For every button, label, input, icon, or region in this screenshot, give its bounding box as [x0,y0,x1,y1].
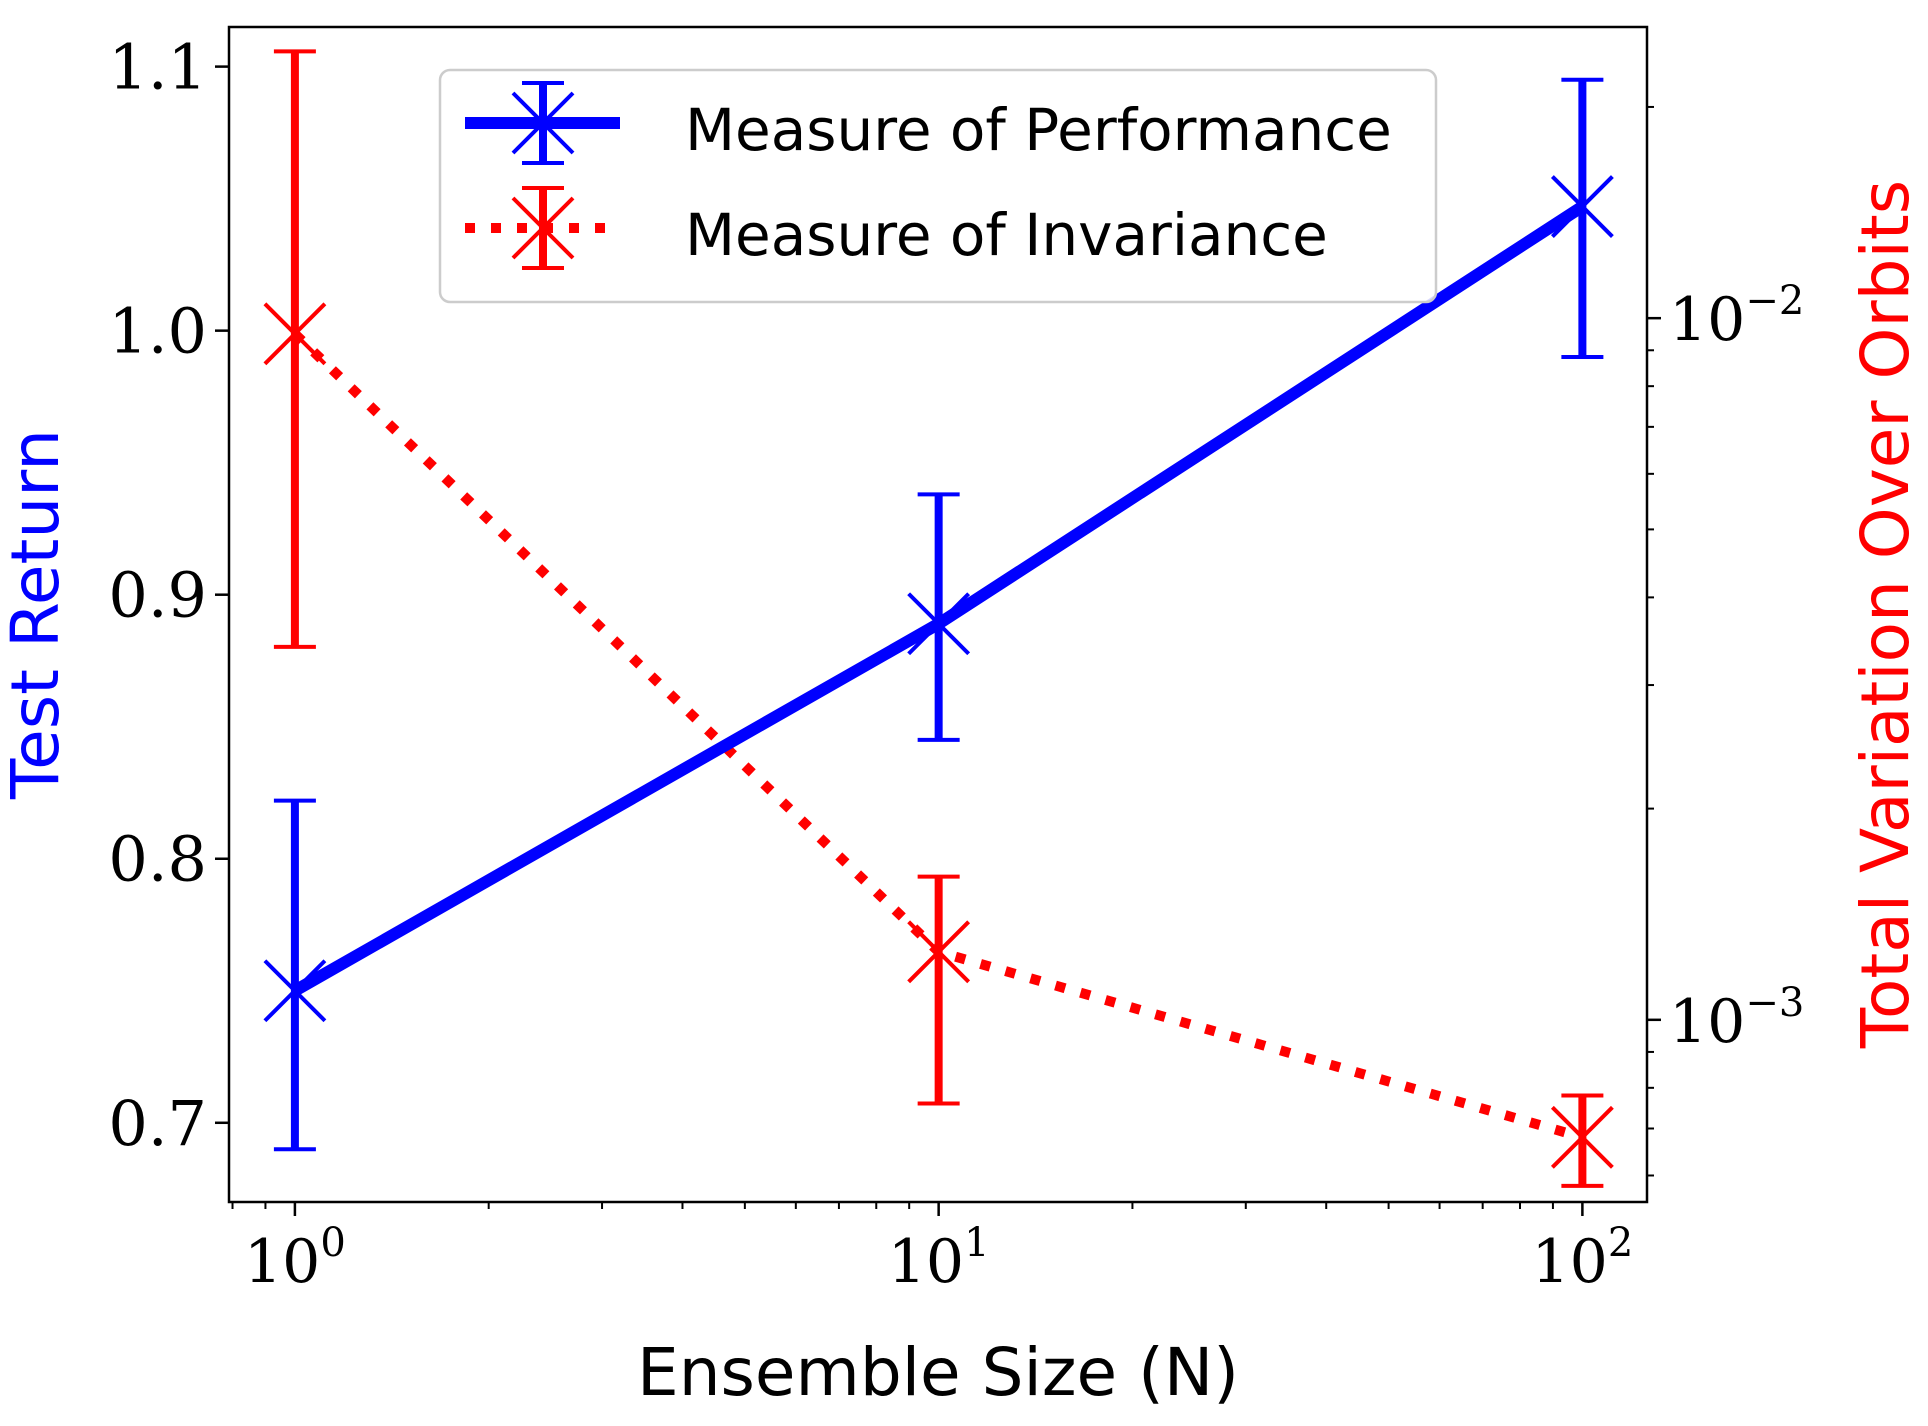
left-y-tick-label: 0.7 [108,1087,207,1160]
right-y-tick-label-base: 10 [1669,987,1745,1057]
data-point-marker [907,920,971,984]
x-tick-label-exponent: 1 [964,1220,989,1266]
marker-stroke [907,920,971,984]
legend-label-performance: Measure of Performance [685,96,1392,164]
x-tick-label-exponent: 0 [320,1220,345,1266]
data-point-marker [263,959,327,1023]
marker-stroke [1550,175,1614,238]
legend-marker-invariance [465,186,620,270]
series-invariance [263,49,1614,1188]
marker-stroke [907,592,971,656]
x-axis-minor-ticks [231,1202,1554,1209]
x-axis-ticks: 100 101 102 [244,1202,1633,1297]
legend: Measure of Performance Measure of Invari… [438,68,1438,304]
series-layer [263,49,1614,1188]
left-y-axis-ticks: 0.7 0.8 0.9 1.0 1.1 [108,31,229,1160]
legend-marker-stroke [511,91,575,155]
marker-stroke [263,959,327,1023]
left-y-axis-label: Test Return [0,429,74,800]
right-y-tick-label: 10−2 [1669,278,1804,355]
left-y-tick-label: 1.0 [108,295,207,368]
right-y-axis-minor-ticks [1647,105,1654,1177]
right-y-tick-label-exponent: −3 [1745,980,1804,1026]
data-point-marker [263,302,327,366]
right-y-tick-label-exponent: −2 [1745,278,1804,324]
series-performance [263,77,1614,1152]
right-y-tick-label-base: 10 [1669,285,1745,355]
x-tick-label-base: 10 [1531,1227,1607,1297]
left-y-tick-label: 1.1 [108,31,207,104]
right-y-tick-label: 10−3 [1669,980,1804,1057]
x-tick-label: 100 [244,1220,346,1297]
x-axis-label: Ensemble Size (N) [637,1334,1239,1411]
right-y-axis-ticks: 10−310−2 [1647,278,1804,1057]
x-tick-label-base: 10 [888,1227,964,1297]
left-y-tick-label: 0.9 [108,559,207,632]
legend-marker-performance [465,81,620,165]
marker-stroke [1550,1105,1614,1169]
legend-label-invariance: Measure of Invariance [685,201,1328,269]
x-tick-label: 101 [888,1220,990,1297]
marker-stroke [263,302,327,366]
data-point-marker [907,592,971,656]
data-point-marker [1550,175,1614,238]
legend-box [438,68,1438,304]
data-point-marker [1550,1105,1614,1169]
left-y-tick-label: 0.8 [108,823,207,896]
x-tick-label-exponent: 2 [1608,1220,1633,1266]
right-y-axis-label: Total Variation Over Orbits [1847,180,1924,1049]
x-tick-label-base: 10 [244,1227,320,1297]
legend-marker-stroke [511,196,575,260]
x-tick-label: 102 [1531,1220,1633,1297]
